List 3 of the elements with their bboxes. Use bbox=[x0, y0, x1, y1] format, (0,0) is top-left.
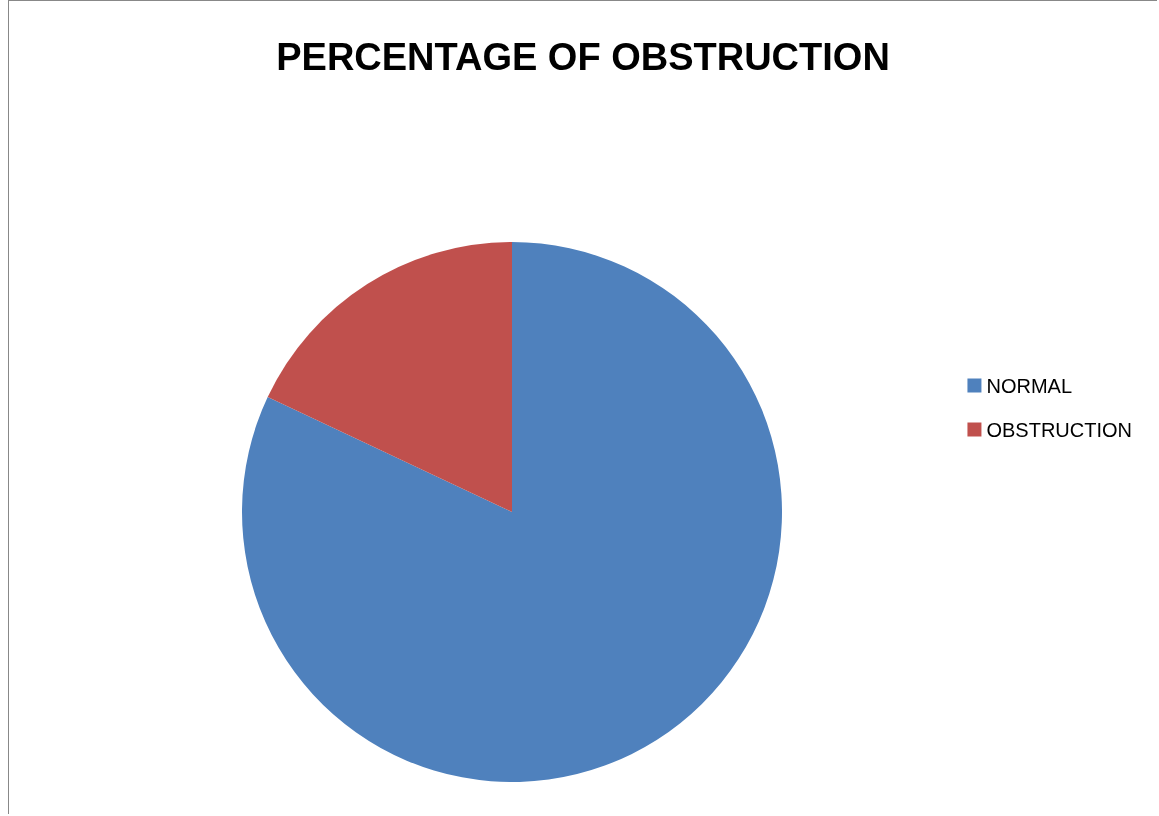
legend-label: NORMAL bbox=[986, 374, 1073, 397]
legend-label: OBSTRUCTION bbox=[986, 418, 1133, 441]
chart-title: PERCENTAGE OF OBSTRUCTION bbox=[276, 36, 890, 78]
